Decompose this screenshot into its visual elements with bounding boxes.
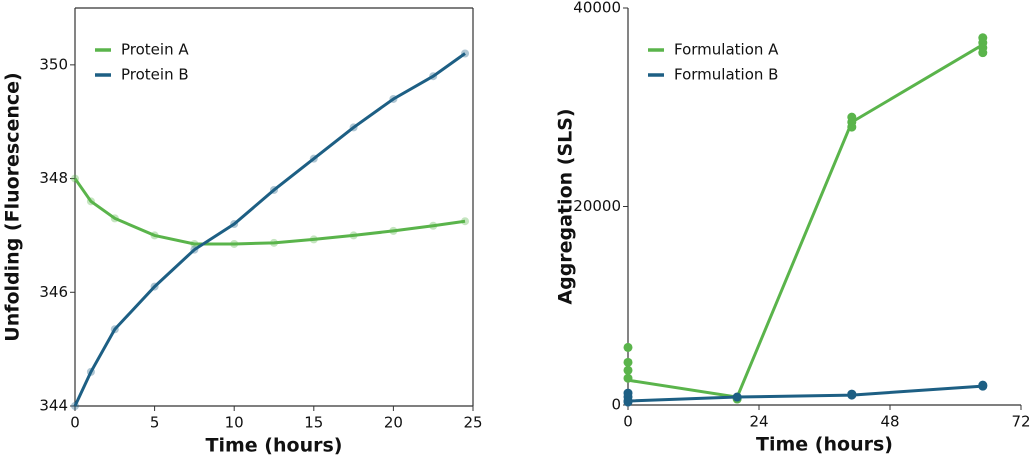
- x-tick-label: 15: [304, 414, 323, 432]
- legend-label: Formulation A: [674, 41, 779, 59]
- x-tick-label: 0: [70, 414, 80, 432]
- series-line: [627, 43, 984, 399]
- replicate-point: [623, 365, 633, 375]
- x-tick-label: 10: [225, 414, 244, 432]
- x-tick-label: 20: [384, 414, 403, 432]
- y-tick-label: 344: [39, 397, 68, 415]
- legend-label: Formulation B: [674, 66, 778, 84]
- panel: 0 24 48 72 0 20000 40000 Time (hours) Aggregatio…: [555, 0, 1031, 456]
- series-line: [73, 52, 466, 407]
- replicate-point: [623, 357, 633, 367]
- series-line: [627, 384, 983, 403]
- replicate-point: [623, 342, 633, 352]
- x-axis-title: Time (hours): [756, 434, 893, 456]
- series-line: [73, 177, 466, 246]
- x-tick-label: 25: [463, 414, 482, 432]
- panel: 0 5 10 15 20 25 344 346 348 350 Time (hours) Unfold…: [2, 7, 483, 457]
- y-tick-label: 348: [39, 169, 68, 187]
- x-tick-label: 0: [623, 413, 633, 431]
- y-tick-label: 20000: [573, 197, 621, 215]
- replicate-point: [978, 48, 988, 58]
- legend-label: Protein B: [121, 66, 189, 84]
- x-tick-label: 48: [880, 413, 899, 431]
- x-tick-label: 24: [749, 413, 768, 431]
- x-tick-label: 72: [1011, 413, 1030, 431]
- y-tick-label: 0: [611, 396, 621, 414]
- x-axis-title: Time (hours): [206, 435, 343, 457]
- x-tick-label: 5: [150, 414, 160, 432]
- y-tick-label: 350: [39, 55, 68, 73]
- y-axis-title: Unfolding (Fluorescence): [2, 72, 24, 341]
- y-tick-label: 40000: [573, 0, 621, 17]
- legend-label: Protein A: [121, 41, 189, 59]
- y-tick-label: 346: [39, 283, 68, 301]
- y-axis-title: Aggregation (SLS): [555, 108, 577, 304]
